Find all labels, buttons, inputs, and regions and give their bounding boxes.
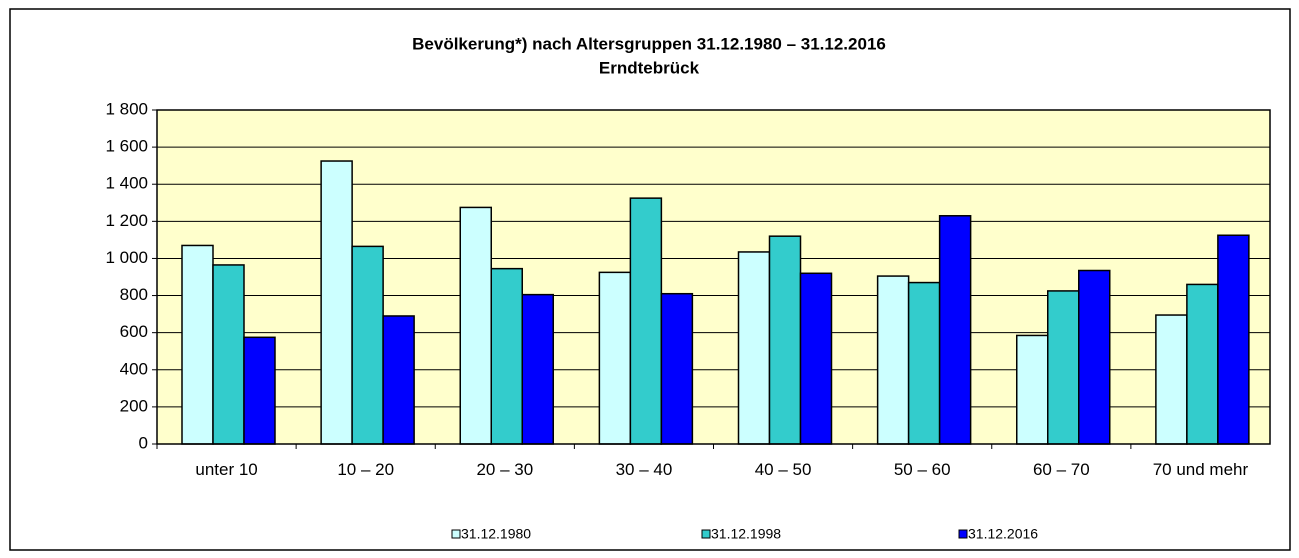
x-tick-label: unter 10 (195, 460, 258, 479)
legend-swatch (451, 529, 461, 539)
bar (181, 244, 214, 445)
bar (320, 160, 353, 445)
x-tick-label: 20 – 30 (476, 460, 534, 479)
y-tick-label: 0 (139, 433, 148, 452)
bar (907, 281, 941, 445)
chart-subtitle: Erndtebrück (599, 58, 700, 77)
y-tick-label: 1 800 (105, 99, 148, 118)
bar (876, 275, 910, 445)
legend-label: 31.12.1998 (711, 526, 781, 542)
x-tick-label: 60 – 70 (1032, 460, 1090, 479)
plot-border (156, 109, 1271, 445)
chart-title: Bevölkerung*) nach Altersgruppen 31.12.1… (412, 34, 886, 53)
y-tick-label: 1 200 (105, 211, 148, 230)
x-tick-label: 10 – 20 (337, 460, 395, 479)
bar (490, 267, 523, 445)
bar (938, 215, 972, 445)
bar (351, 245, 384, 445)
y-tick-label: 1 400 (105, 174, 148, 193)
bar (1047, 290, 1080, 445)
y-tick-label: 800 (120, 285, 148, 304)
bar (212, 264, 245, 445)
x-tick-label: 40 – 50 (754, 460, 812, 479)
y-tick-label: 400 (120, 359, 148, 378)
x-tick-label: 50 – 60 (893, 460, 951, 479)
bar (799, 272, 833, 445)
bar (768, 235, 802, 445)
legend-label: 31.12.1980 (461, 526, 531, 542)
legend-label: 31.12.2016 (968, 526, 1038, 542)
bar (382, 315, 415, 445)
bar (459, 206, 492, 445)
bar (660, 292, 694, 445)
bar (243, 336, 276, 445)
legend-swatch (958, 529, 968, 539)
x-tick-label: 70 und mehr (1152, 460, 1249, 479)
bar (598, 271, 632, 445)
bar (1186, 283, 1219, 445)
y-tick-label: 200 (120, 396, 148, 415)
x-tick-label: 30 – 40 (615, 460, 673, 479)
bar (521, 293, 554, 445)
bar (737, 251, 771, 445)
y-tick-label: 1 600 (105, 137, 148, 156)
bar (629, 197, 663, 445)
bar (1078, 269, 1111, 445)
y-tick-label: 600 (120, 322, 148, 341)
bar (1217, 234, 1250, 445)
legend-swatch (701, 529, 711, 539)
bar (1016, 334, 1049, 445)
y-tick-label: 1 000 (105, 248, 148, 267)
bar (1155, 314, 1188, 445)
